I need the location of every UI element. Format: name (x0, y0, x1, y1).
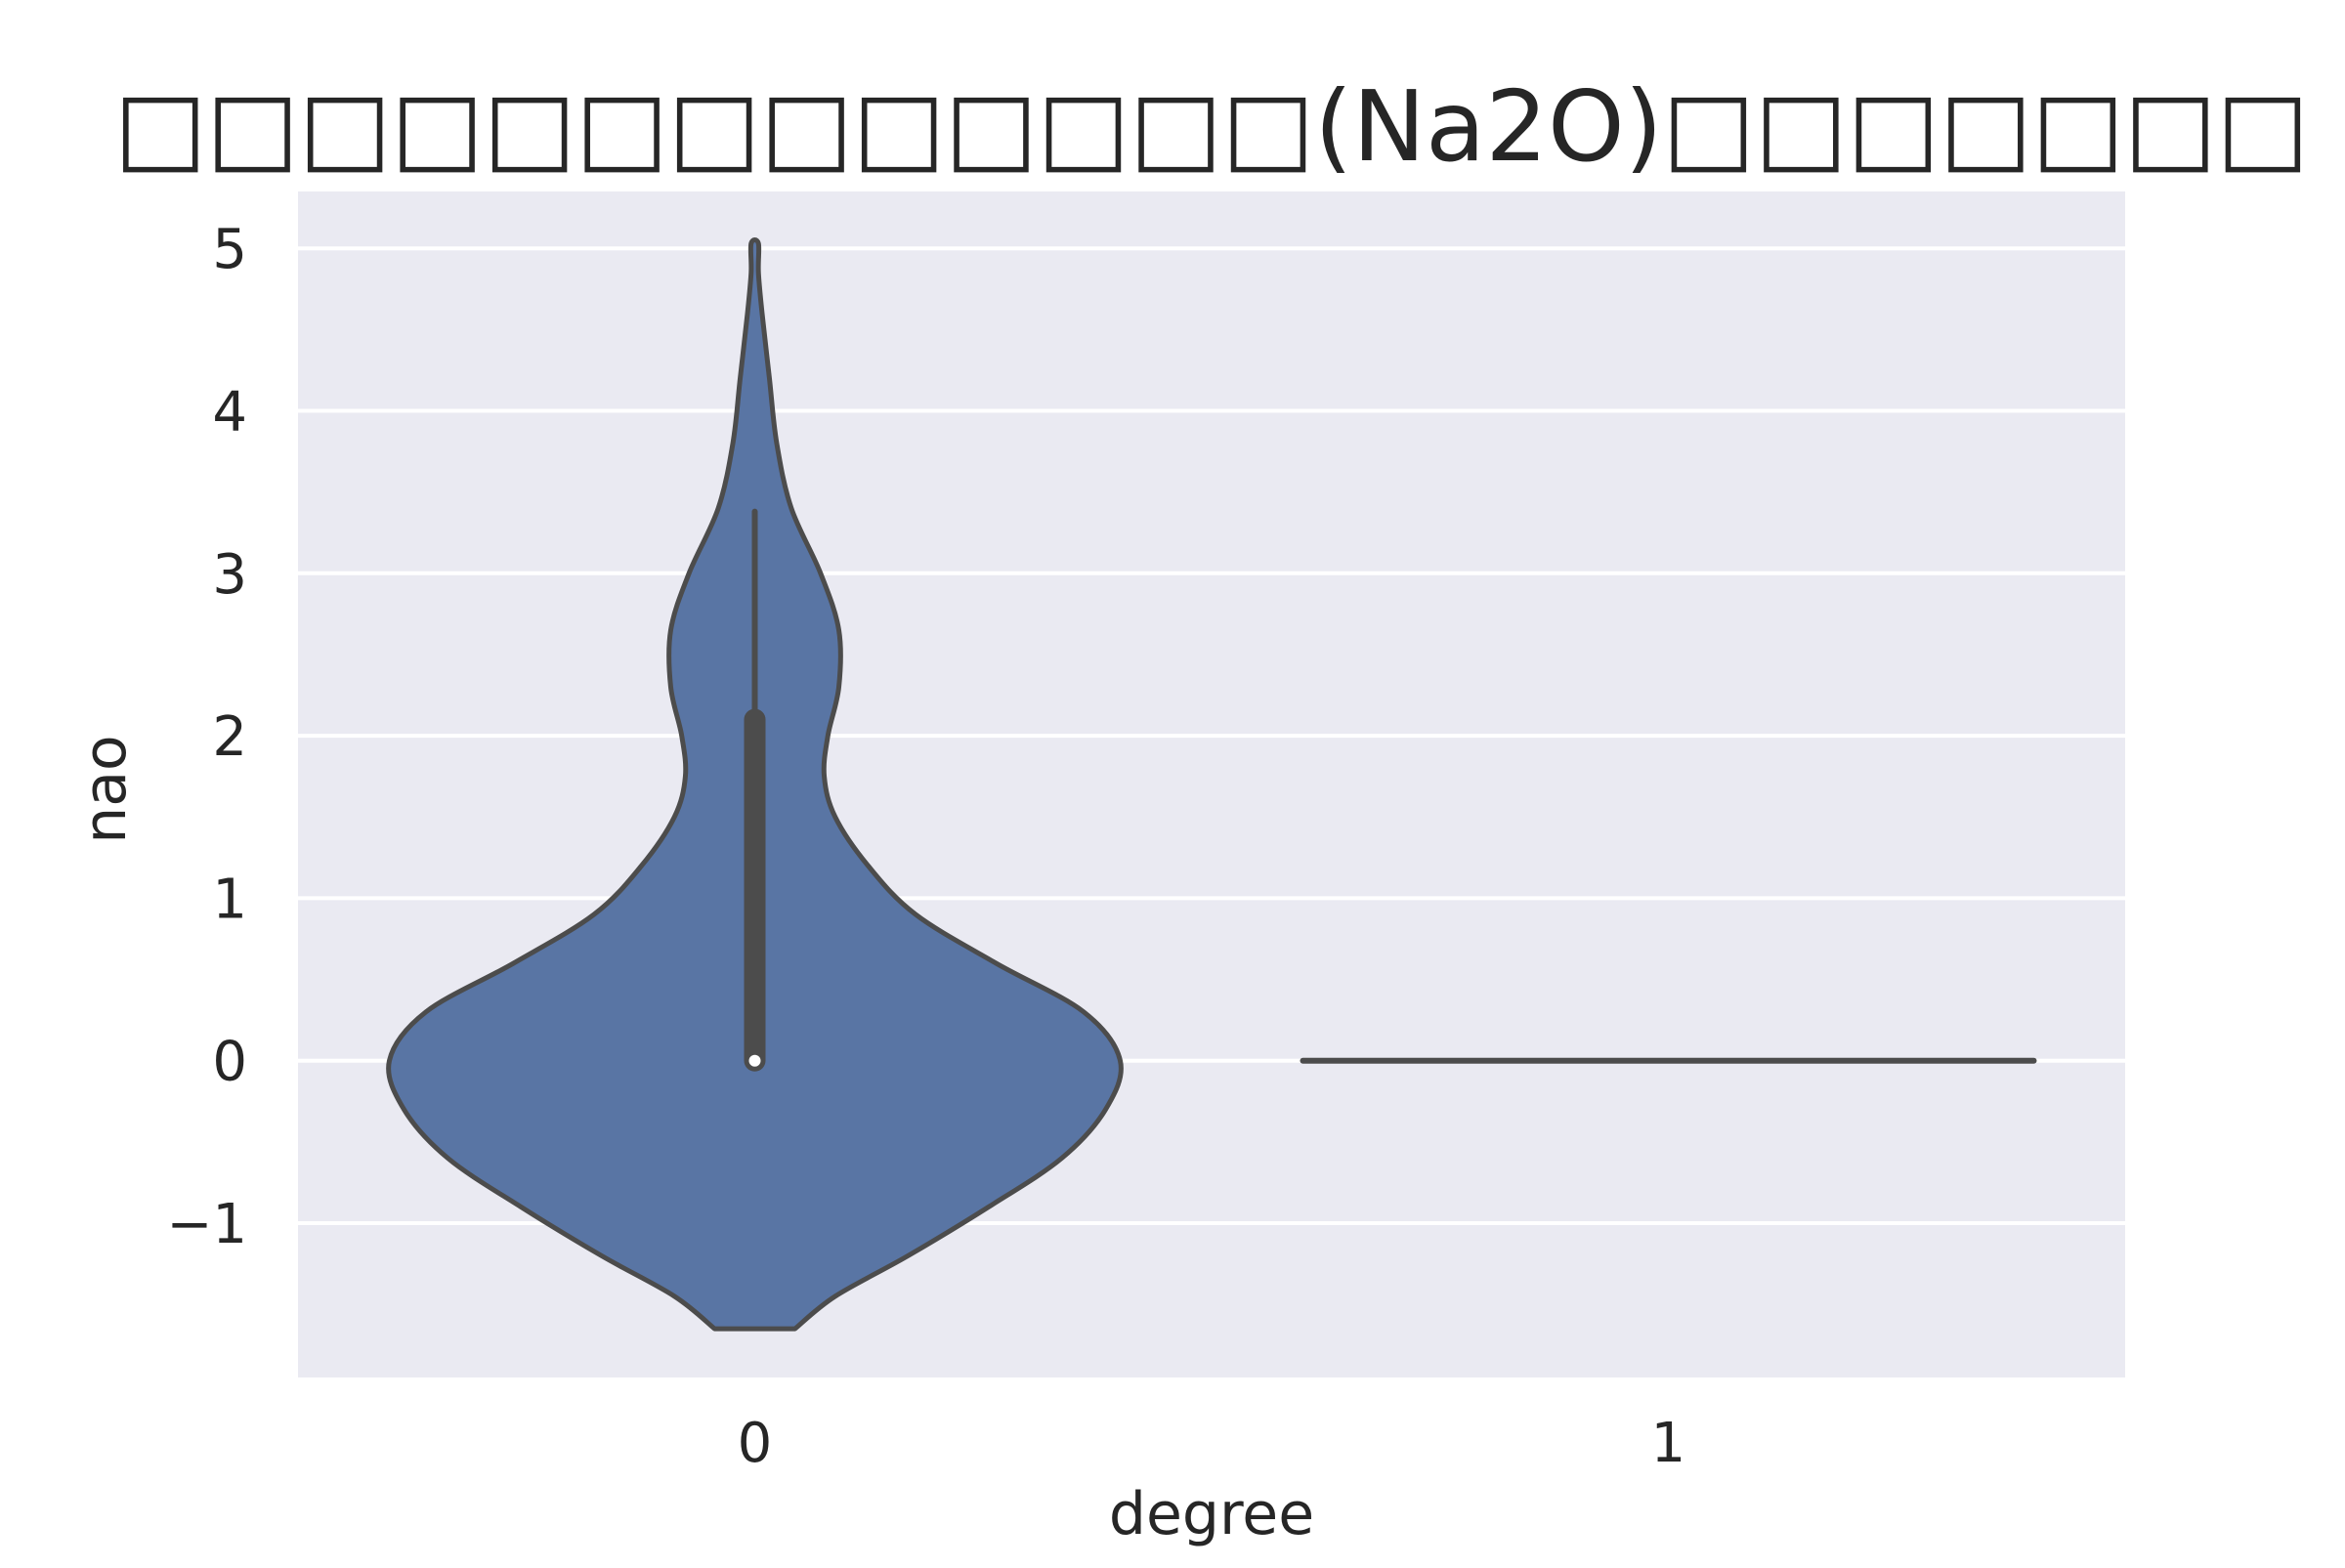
y-axis-label: nao (71, 735, 140, 844)
y-tick-label: 4 (212, 381, 247, 445)
y-tick-label: 3 (212, 543, 247, 607)
x-tick-label: 0 (738, 1412, 773, 1475)
violins (386, 237, 2037, 1332)
y-tick-label: 5 (212, 218, 247, 281)
y-tick-label: 0 (212, 1031, 247, 1094)
violin-median-0 (748, 1054, 761, 1067)
x-tick-label: 1 (1651, 1412, 1686, 1475)
x-axis-label: degree (1109, 1480, 1314, 1548)
y-tick-label: 2 (212, 705, 247, 769)
chart-title: □□□□□□□□□□□□□(Na2O)□□□□□□□ (114, 69, 2309, 184)
y-tick-label: 1 (212, 868, 247, 931)
y-tick-labels: −1 0 1 2 3 4 5 (166, 218, 247, 1256)
y-tick-label: −1 (166, 1193, 247, 1256)
